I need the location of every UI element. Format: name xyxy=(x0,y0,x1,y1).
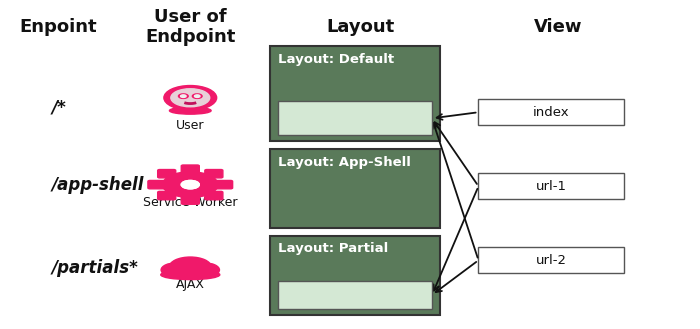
Text: /*: /* xyxy=(51,98,66,116)
Text: index: index xyxy=(533,106,570,119)
Text: url-2: url-2 xyxy=(536,254,567,267)
Circle shape xyxy=(189,263,219,277)
Circle shape xyxy=(181,102,200,111)
Text: url-1: url-1 xyxy=(536,180,567,193)
Text: View: View xyxy=(340,289,370,301)
FancyBboxPatch shape xyxy=(215,181,232,189)
Circle shape xyxy=(161,263,192,277)
Circle shape xyxy=(164,86,217,110)
FancyBboxPatch shape xyxy=(479,173,624,199)
Circle shape xyxy=(181,95,186,97)
Text: /app-shell: /app-shell xyxy=(51,176,144,194)
Text: /partials*: /partials* xyxy=(51,259,139,277)
Text: Layout: Partial: Layout: Partial xyxy=(279,242,389,256)
FancyBboxPatch shape xyxy=(181,196,200,204)
Circle shape xyxy=(181,181,200,189)
FancyBboxPatch shape xyxy=(158,169,176,178)
FancyBboxPatch shape xyxy=(279,101,432,136)
FancyBboxPatch shape xyxy=(158,191,176,200)
FancyBboxPatch shape xyxy=(270,236,440,315)
Circle shape xyxy=(178,94,188,98)
Text: Layout: Layout xyxy=(326,18,395,36)
Ellipse shape xyxy=(161,270,220,280)
FancyBboxPatch shape xyxy=(205,191,223,200)
Circle shape xyxy=(181,181,200,189)
Text: View: View xyxy=(340,112,370,125)
FancyBboxPatch shape xyxy=(270,46,440,141)
Text: Enpoint: Enpoint xyxy=(20,18,97,36)
FancyBboxPatch shape xyxy=(270,149,440,228)
FancyBboxPatch shape xyxy=(479,247,624,273)
Text: User: User xyxy=(176,119,204,132)
Circle shape xyxy=(178,179,203,190)
Circle shape xyxy=(169,257,211,276)
Circle shape xyxy=(162,172,218,197)
FancyBboxPatch shape xyxy=(205,169,223,178)
FancyBboxPatch shape xyxy=(148,181,166,189)
Circle shape xyxy=(171,89,210,107)
Ellipse shape xyxy=(169,107,211,114)
FancyBboxPatch shape xyxy=(479,99,624,125)
Circle shape xyxy=(193,94,202,98)
Text: View: View xyxy=(534,18,582,36)
Text: User of
Endpoint: User of Endpoint xyxy=(145,8,235,46)
Text: AJAX: AJAX xyxy=(176,278,205,291)
FancyBboxPatch shape xyxy=(279,281,432,309)
Text: Service Worker: Service Worker xyxy=(143,196,237,209)
FancyBboxPatch shape xyxy=(181,165,200,173)
Text: Layout: Default: Layout: Default xyxy=(279,53,395,66)
Text: Layout: App-Shell: Layout: App-Shell xyxy=(279,156,412,169)
Circle shape xyxy=(195,95,200,97)
